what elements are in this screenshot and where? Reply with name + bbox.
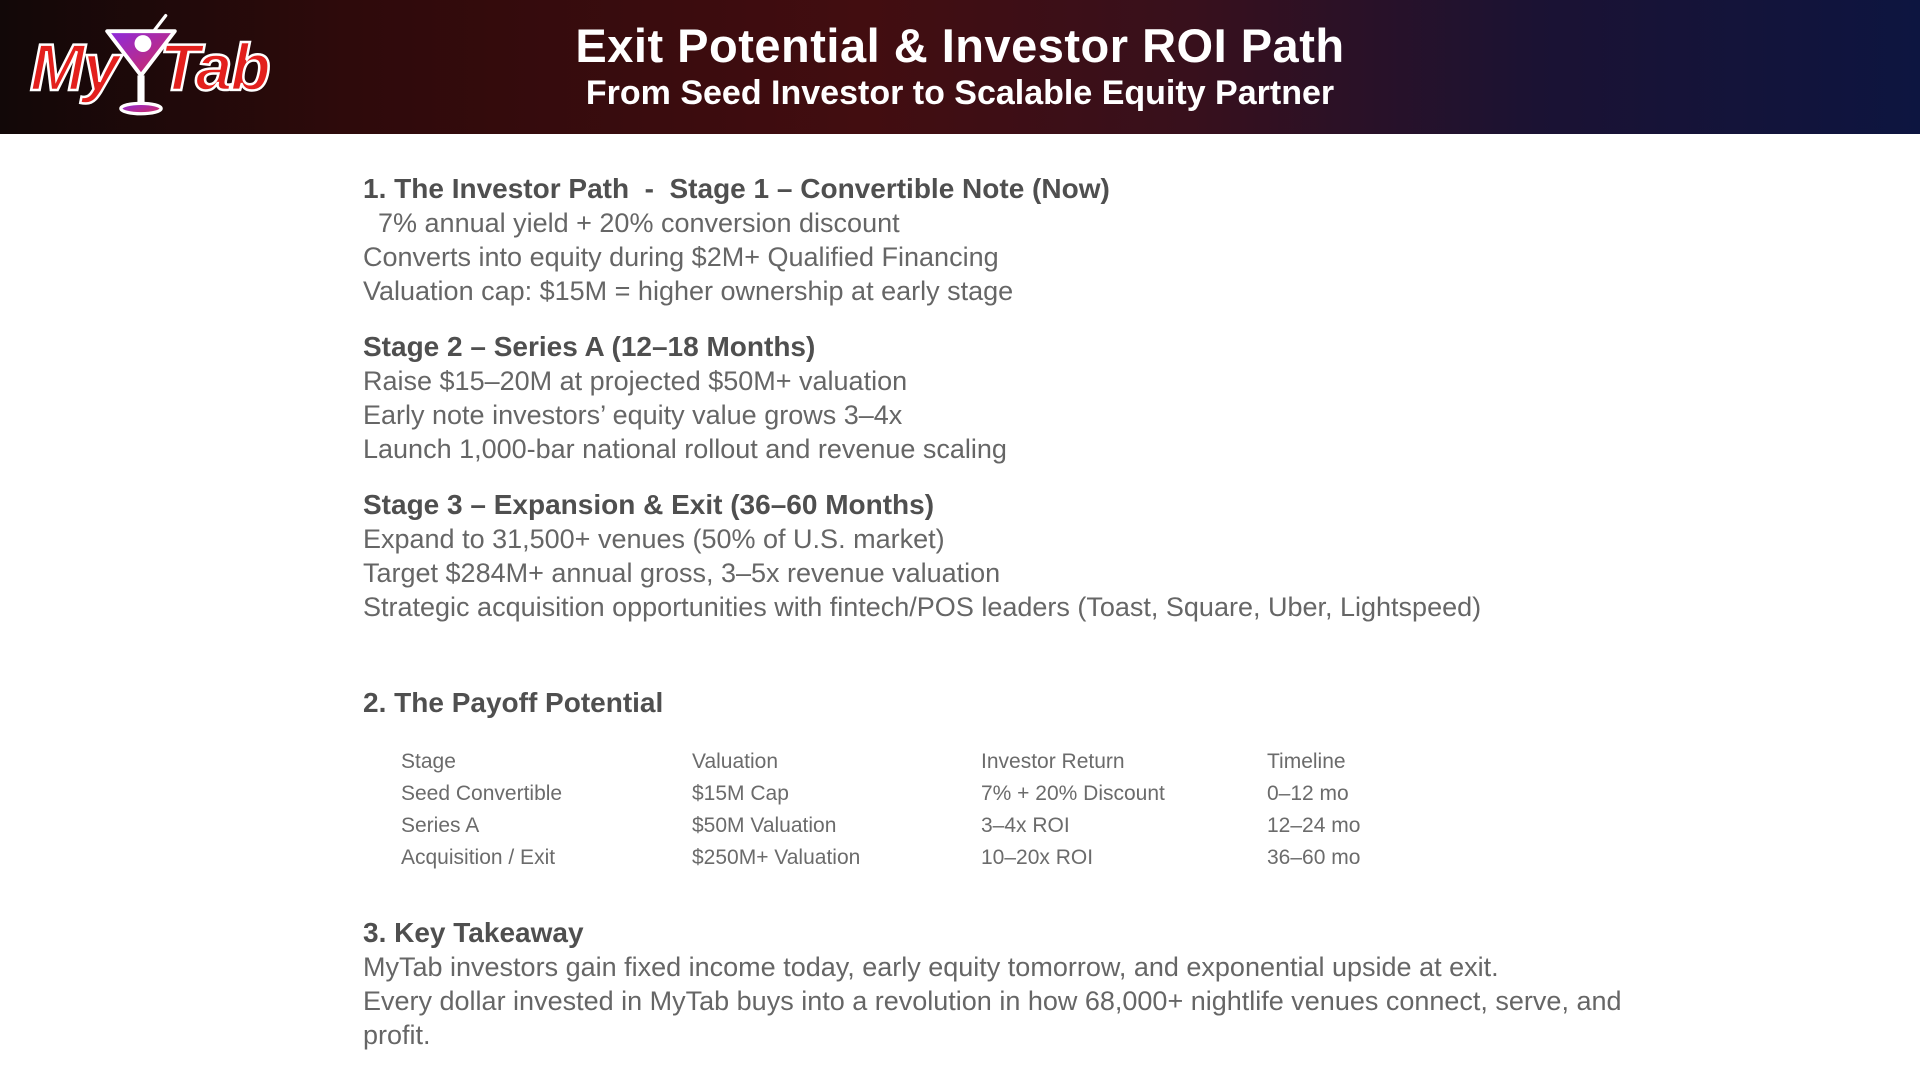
slide-subtitle: From Seed Investor to Scalable Equity Pa…	[585, 74, 1335, 113]
section-heading-investor-path: 1. The Investor Path - Stage 1 – Convert…	[363, 173, 1110, 204]
table-cell: Series A	[401, 814, 480, 837]
table-cell: $15M Cap	[692, 782, 789, 805]
olive-icon	[134, 35, 152, 52]
section-heading-stage2: Stage 2 – Series A (12–18 Months)	[363, 331, 816, 362]
text-line: Every dollar invested in MyTab buys into…	[363, 986, 1622, 1050]
table-cell: $250M+ Valuation	[692, 846, 861, 869]
section-heading-takeaway: 3. Key Takeaway	[363, 917, 584, 948]
slide-header: My Tab Exit Potential & Investor ROI Pat…	[0, 0, 1920, 134]
table-cell: Seed Convertible	[401, 782, 563, 805]
table-header-timeline: Timeline	[1267, 750, 1346, 773]
martini-glass-icon	[104, 13, 177, 116]
table-cell: $50M Valuation	[692, 814, 837, 837]
mytab-logo: My Tab	[29, 13, 272, 120]
table-cell: 0–12 mo	[1267, 782, 1349, 805]
text-line: Early note investors’ equity value grows…	[363, 400, 903, 430]
payoff-table: Stage Valuation Investor Return Timeline…	[401, 746, 1760, 874]
text-line: Converts into equity during $2M+ Qualifi…	[363, 242, 999, 272]
text-line: Strategic acquisition opportunities with…	[363, 592, 1482, 622]
text-line: Target $284M+ annual gross, 3–5x revenue…	[363, 558, 1001, 588]
text-line: MyTab investors gain fixed income today,…	[363, 952, 1499, 982]
text-line: Raise $15–20M at projected $50M+ valuati…	[363, 366, 908, 396]
table-header-investor-return: Investor Return	[981, 750, 1125, 773]
slide-title: Exit Potential & Investor ROI Path	[575, 18, 1345, 72]
section-key-takeaway: 3. Key Takeaway MyTab investors gain fix…	[363, 916, 1760, 1052]
table-cell: 3–4x ROI	[981, 814, 1070, 837]
table-header-stage: Stage	[401, 750, 456, 773]
table-cell: 36–60 mo	[1267, 846, 1361, 869]
text-line: Launch 1,000-bar national rollout and re…	[363, 434, 1007, 464]
text-line: Expand to 31,500+ venues (50% of U.S. ma…	[363, 524, 945, 554]
section-payoff-potential: 2. The Payoff Potential Stage Valuation …	[363, 686, 1760, 874]
section-stage2: Stage 2 – Series A (12–18 Months) Raise …	[363, 330, 1760, 466]
text-line: 7% annual yield + 20% conversion discoun…	[363, 208, 900, 238]
table-cell: 7% + 20% Discount	[981, 782, 1165, 805]
logo-text-tab: Tab	[158, 30, 271, 104]
logo-text-my: My	[29, 30, 121, 104]
section-heading-stage3: Stage 3 – Expansion & Exit (36–60 Months…	[363, 489, 935, 520]
section-heading-payoff: 2. The Payoff Potential	[363, 687, 664, 718]
section-stage3: Stage 3 – Expansion & Exit (36–60 Months…	[363, 488, 1760, 624]
table-header-valuation: Valuation	[692, 750, 779, 773]
table-cell: Acquisition / Exit	[401, 846, 556, 869]
table-cell: 10–20x ROI	[981, 846, 1094, 869]
section-investor-path: 1. The Investor Path - Stage 1 – Convert…	[363, 172, 1760, 308]
slide-body: 1. The Investor Path - Stage 1 – Convert…	[0, 134, 1920, 1052]
text-line: Valuation cap: $15M = higher ownership a…	[363, 276, 1014, 306]
table-cell: 12–24 mo	[1267, 814, 1361, 837]
